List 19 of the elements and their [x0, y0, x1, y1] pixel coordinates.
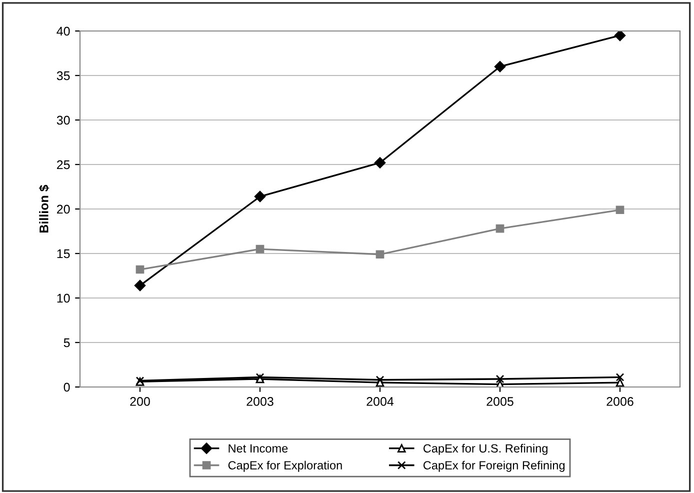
y-tick-label: 30: [56, 116, 70, 125]
y-tick-label: 35: [56, 71, 70, 80]
legend-label: CapEx for U.S. Refining: [423, 444, 548, 455]
x-tick-label: 2006: [606, 397, 634, 406]
x-tick-label: 2005: [486, 397, 514, 406]
legend-label: CapEx for Foreign Refining: [423, 460, 565, 472]
x-tick-label: 2004: [366, 397, 394, 406]
y-tick-label: 40: [56, 26, 70, 36]
y-tick-label: 10: [57, 294, 70, 303]
y-tick-label: 25: [57, 160, 70, 170]
y-tick-label: 0: [64, 382, 70, 392]
y-tick-label: 20: [57, 204, 70, 214]
x-tick-label: 2003: [246, 397, 274, 406]
y-tick-label: 15: [57, 249, 70, 258]
y-tick-label: 5: [64, 338, 70, 348]
legend-label: Net Income: [228, 444, 288, 453]
y-axis-title: Billion $: [38, 184, 50, 232]
legend-label: CapEx for Exploration: [228, 460, 342, 472]
x-tick-label: 200: [130, 397, 150, 406]
